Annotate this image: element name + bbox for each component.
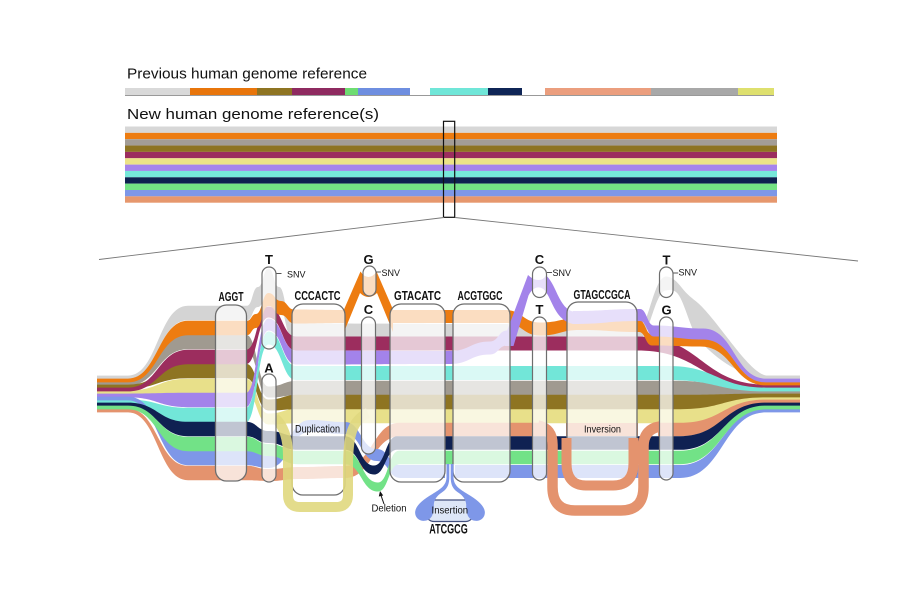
svg-text:SNV: SNV: [553, 268, 572, 278]
svg-text:T: T: [536, 302, 544, 317]
svg-text:G: G: [363, 252, 373, 267]
svg-text:SNV: SNV: [382, 268, 401, 278]
svg-text:Previous human genome referenc: Previous human genome reference: [127, 67, 367, 83]
svg-text:GTACATC: GTACATC: [394, 289, 441, 303]
svg-text:ACGTGGC: ACGTGGC: [458, 289, 503, 303]
svg-text:GTAGCCGCA: GTAGCCGCA: [574, 288, 631, 302]
svg-text:Deletion: Deletion: [372, 503, 407, 515]
svg-text:C: C: [364, 302, 374, 317]
svg-text:SNV: SNV: [679, 268, 698, 278]
svg-text:G: G: [661, 303, 671, 318]
svg-text:CCCACTC: CCCACTC: [295, 289, 341, 303]
svg-text:Inversion: Inversion: [584, 424, 621, 436]
svg-text:Insertion: Insertion: [432, 505, 469, 517]
svg-text:ATCGCG: ATCGCG: [429, 522, 468, 537]
svg-text:T: T: [663, 253, 671, 268]
svg-text:C: C: [535, 252, 545, 267]
svg-text:SNV: SNV: [287, 270, 306, 280]
svg-text:T: T: [265, 252, 273, 267]
svg-text:New human genome reference(s): New human genome reference(s): [127, 107, 379, 123]
svg-text:Duplication: Duplication: [295, 424, 340, 436]
svg-text:AGGT: AGGT: [219, 290, 244, 304]
svg-text:A: A: [264, 361, 274, 376]
